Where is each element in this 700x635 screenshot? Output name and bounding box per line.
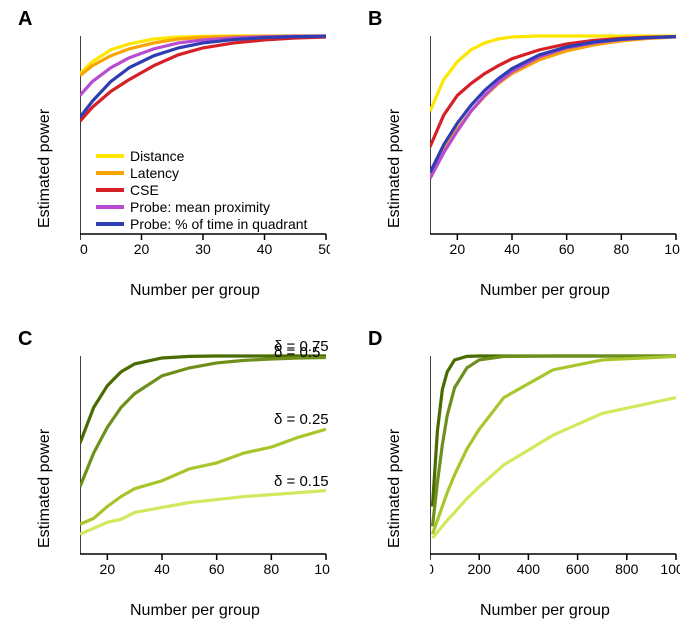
xlabel-b: Number per group (480, 282, 610, 300)
panel-b-label: B (368, 8, 382, 31)
ylabel-c: Estimated power (36, 429, 54, 548)
svg-text:20: 20 (100, 561, 116, 577)
series-d025 (432, 356, 676, 534)
series-d015 (432, 398, 676, 539)
legend-item-cse: CSE (96, 182, 159, 198)
figure: A B C D Estimated power Estimated power … (0, 0, 700, 635)
legend-item-latency: Latency (96, 165, 179, 181)
panel-c-plot: 204060801000.20.40.60.81.0 (80, 352, 330, 582)
legend-item-probe_quadrant: Probe: % of time in quadrant (96, 216, 307, 232)
legend-label-probe_quadrant: Probe: % of time in quadrant (130, 216, 307, 232)
svg-text:1000: 1000 (660, 561, 680, 577)
svg-text:400: 400 (517, 561, 541, 577)
ylabel-d: Estimated power (386, 429, 404, 548)
series-probe_quadrant (430, 37, 676, 173)
panel-d-label: D (368, 328, 382, 351)
legend-label-probe_prox: Probe: mean proximity (130, 199, 270, 215)
legend-label-cse: CSE (130, 182, 159, 198)
svg-text:50: 50 (318, 241, 330, 257)
series-d050 (432, 356, 676, 526)
legend-swatch-cse (96, 188, 124, 192)
panel-a-label: A (18, 8, 32, 31)
legend-swatch-probe_quadrant (96, 222, 124, 226)
svg-text:20: 20 (450, 241, 466, 257)
legend-item-probe_prox: Probe: mean proximity (96, 199, 270, 215)
svg-text:0: 0 (430, 561, 434, 577)
series-latency (430, 37, 676, 177)
xlabel-c: Number per group (130, 602, 260, 620)
svg-text:800: 800 (615, 561, 639, 577)
series-d075 (432, 356, 676, 506)
series-d015 (80, 491, 326, 535)
legend-label-latency: Latency (130, 165, 179, 181)
xlabel-a: Number per group (130, 282, 260, 300)
legend-label-distance: Distance (130, 148, 184, 164)
legend-item-distance: Distance (96, 148, 184, 164)
legend-swatch-latency (96, 171, 124, 175)
svg-text:20: 20 (134, 241, 150, 257)
delta-label-2: δ = 0.25 (274, 411, 329, 428)
svg-text:80: 80 (264, 561, 280, 577)
svg-text:60: 60 (209, 561, 225, 577)
panel-c-label: C (18, 328, 32, 351)
svg-text:30: 30 (195, 241, 211, 257)
legend-swatch-probe_prox (96, 205, 124, 209)
ylabel-b: Estimated power (386, 109, 404, 228)
ylabel-a: Estimated power (36, 109, 54, 228)
delta-label-3: δ = 0.15 (274, 473, 329, 490)
svg-text:100: 100 (314, 561, 330, 577)
svg-text:100: 100 (664, 241, 680, 257)
svg-text:10: 10 (80, 241, 88, 257)
panel-b-plot: 204060801000.40.60.81.0 (430, 32, 680, 262)
xlabel-d: Number per group (480, 602, 610, 620)
series-cse (80, 37, 326, 121)
svg-text:40: 40 (154, 561, 170, 577)
svg-text:80: 80 (614, 241, 630, 257)
svg-text:600: 600 (566, 561, 590, 577)
legend-swatch-distance (96, 154, 124, 158)
svg-text:40: 40 (504, 241, 520, 257)
svg-text:200: 200 (468, 561, 492, 577)
series-d075 (80, 356, 326, 443)
svg-text:60: 60 (559, 241, 575, 257)
delta-label-1: δ = 0.5 (274, 344, 320, 361)
panel-d-plot: 020040060080010000.20.40.60.81.0 (430, 352, 680, 582)
series-probe_prox (430, 37, 676, 179)
svg-text:40: 40 (257, 241, 273, 257)
